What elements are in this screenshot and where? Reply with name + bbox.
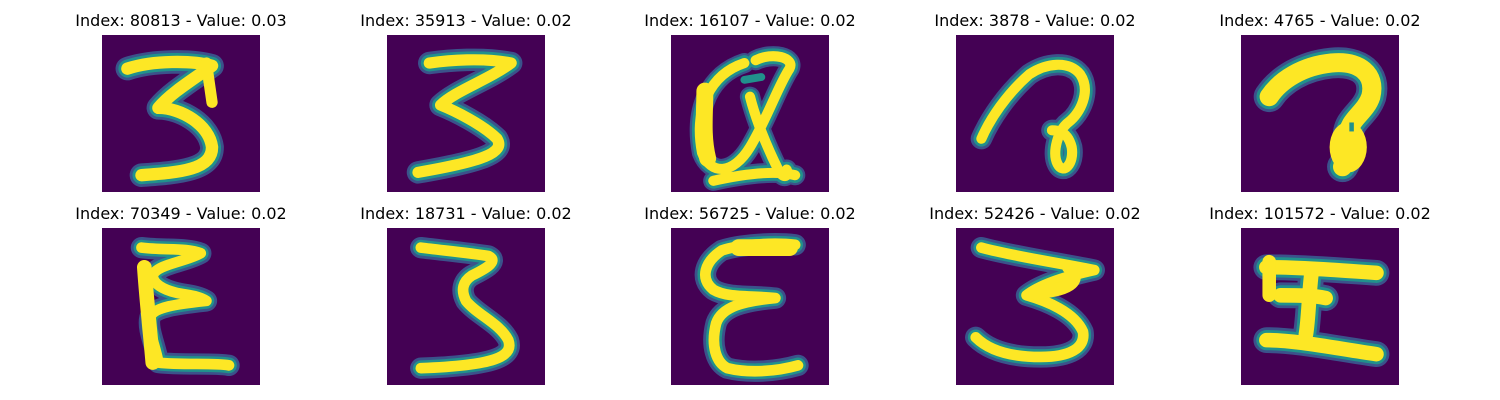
panel-1: Index: 35913 - Value: 0.02 <box>351 11 581 192</box>
digit-image <box>1241 228 1399 385</box>
panel-title: Index: 56725 - Value: 0.02 <box>644 204 856 223</box>
panel-2: Index: 16107 - Value: 0.02 <box>635 11 865 192</box>
digit-3-image <box>115 50 224 187</box>
digit-image <box>956 35 1114 192</box>
panel-6: Index: 18731 - Value: 0.02 <box>351 204 581 385</box>
panel-5: Index: 70349 - Value: 0.02 <box>66 204 296 385</box>
panel-9: Index: 101572 - Value: 0.02 <box>1205 204 1435 385</box>
panel-title: Index: 80813 - Value: 0.03 <box>75 11 287 30</box>
digit-3-image <box>406 48 523 184</box>
panel-title: Index: 16107 - Value: 0.02 <box>644 11 856 30</box>
digit-3-image <box>965 236 1105 368</box>
digit-image <box>387 228 545 385</box>
panel-8: Index: 52426 - Value: 0.02 <box>920 204 1150 385</box>
digit-3-image <box>410 236 520 379</box>
digit-image <box>387 35 545 192</box>
panel-title: Index: 18731 - Value: 0.02 <box>360 204 572 223</box>
rotated-3-image <box>130 236 240 377</box>
letter-a-image <box>689 46 806 191</box>
letter-i-image <box>1253 254 1390 368</box>
digit-image <box>671 228 829 385</box>
panel-7: Index: 56725 - Value: 0.02 <box>635 204 865 385</box>
panel-title: Index: 4765 - Value: 0.02 <box>1219 11 1421 30</box>
letter-e-image <box>694 233 809 382</box>
digit-image <box>671 35 829 192</box>
digit-image <box>956 228 1114 385</box>
panel-title: Index: 52426 - Value: 0.02 <box>929 204 1141 223</box>
digit-image <box>102 228 260 385</box>
digit-image <box>1241 35 1399 192</box>
panel-title: Index: 3878 - Value: 0.02 <box>934 11 1136 30</box>
hook-a-image <box>970 54 1096 179</box>
digit-image <box>102 35 260 192</box>
panel-3: Index: 3878 - Value: 0.02 <box>920 11 1150 192</box>
panel-4: Index: 4765 - Value: 0.02 <box>1205 11 1435 192</box>
panel-title: Index: 101572 - Value: 0.02 <box>1209 204 1431 223</box>
panel-title: Index: 70349 - Value: 0.02 <box>75 204 287 223</box>
panel-0: Index: 80813 - Value: 0.03 <box>66 11 296 192</box>
panel-title: Index: 35913 - Value: 0.02 <box>360 11 572 30</box>
hook-a-image <box>1253 47 1388 183</box>
